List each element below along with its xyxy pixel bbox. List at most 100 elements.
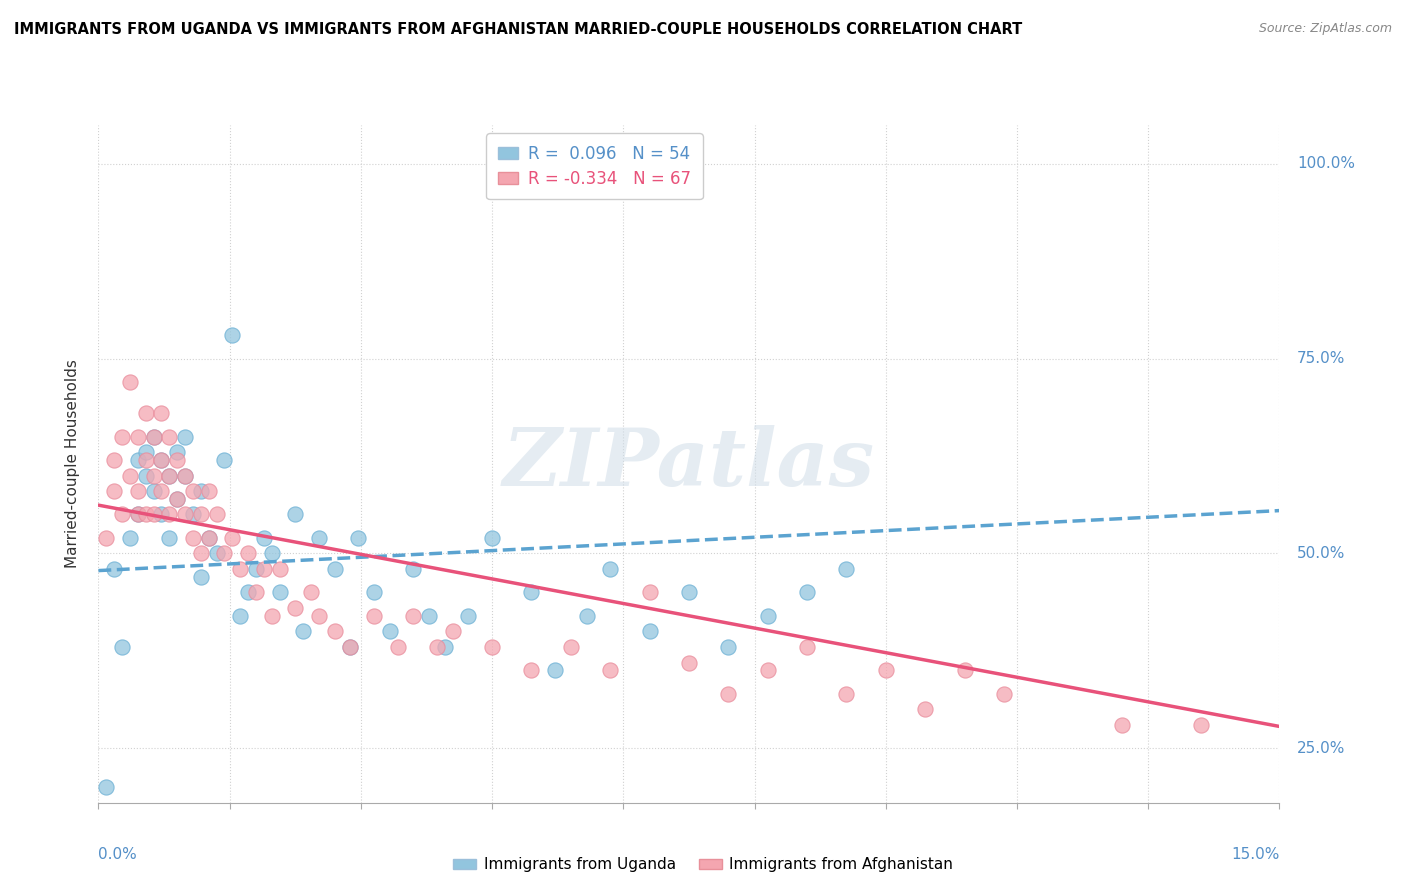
Point <box>150 508 173 522</box>
Y-axis label: Married-couple Households: Married-couple Households <box>65 359 80 568</box>
Point <box>190 508 212 522</box>
Point <box>174 508 197 522</box>
Text: 50.0%: 50.0% <box>1298 546 1346 561</box>
Point <box>363 608 385 623</box>
Point <box>127 508 149 522</box>
Point <box>433 640 456 654</box>
Point <box>339 640 361 654</box>
Point <box>142 508 165 522</box>
Point <box>457 608 479 623</box>
Point <box>402 608 425 623</box>
Point <box>166 453 188 467</box>
Point <box>363 585 385 599</box>
Point <box>197 531 219 545</box>
Point <box>229 562 252 576</box>
Point <box>339 640 361 654</box>
Point <box>142 468 165 483</box>
Point <box>150 453 173 467</box>
Point <box>269 562 291 576</box>
Point <box>914 702 936 716</box>
Point <box>835 562 858 576</box>
Point <box>292 624 315 639</box>
Point <box>190 546 212 560</box>
Point <box>284 601 307 615</box>
Point <box>1189 718 1212 732</box>
Point <box>157 468 180 483</box>
Point <box>127 453 149 467</box>
Point <box>756 608 779 623</box>
Legend: Immigrants from Uganda, Immigrants from Afghanistan: Immigrants from Uganda, Immigrants from … <box>446 849 960 880</box>
Point <box>378 624 401 639</box>
Point <box>103 484 125 499</box>
Point <box>993 687 1015 701</box>
Point <box>520 663 543 677</box>
Point <box>236 546 259 560</box>
Point <box>181 531 204 545</box>
Point <box>103 453 125 467</box>
Text: Source: ZipAtlas.com: Source: ZipAtlas.com <box>1258 22 1392 36</box>
Point <box>157 468 180 483</box>
Point <box>638 585 661 599</box>
Point <box>717 687 740 701</box>
Point <box>1111 718 1133 732</box>
Point <box>756 663 779 677</box>
Text: 75.0%: 75.0% <box>1298 351 1346 366</box>
Point <box>387 640 409 654</box>
Text: ZIPatlas: ZIPatlas <box>503 425 875 502</box>
Point <box>441 624 464 639</box>
Point <box>418 608 440 623</box>
Point <box>174 468 197 483</box>
Point <box>157 429 180 443</box>
Point <box>181 484 204 499</box>
Point <box>166 445 188 459</box>
Point <box>135 445 157 459</box>
Point <box>308 531 330 545</box>
Point <box>127 508 149 522</box>
Text: 25.0%: 25.0% <box>1298 740 1346 756</box>
Text: 15.0%: 15.0% <box>1232 847 1279 862</box>
Point <box>190 570 212 584</box>
Point <box>347 531 370 545</box>
Point <box>835 687 858 701</box>
Point <box>118 468 141 483</box>
Point <box>166 491 188 506</box>
Point <box>135 406 157 420</box>
Point <box>157 531 180 545</box>
Point <box>953 663 976 677</box>
Point <box>197 484 219 499</box>
Point <box>426 640 449 654</box>
Point <box>135 508 157 522</box>
Point <box>111 640 134 654</box>
Point <box>229 608 252 623</box>
Point <box>190 484 212 499</box>
Point <box>678 585 700 599</box>
Point <box>118 375 141 389</box>
Point <box>118 531 141 545</box>
Point <box>717 640 740 654</box>
Point <box>174 429 197 443</box>
Point <box>323 562 346 576</box>
Point <box>284 508 307 522</box>
Point <box>214 453 236 467</box>
Text: 100.0%: 100.0% <box>1298 156 1355 171</box>
Point <box>481 531 503 545</box>
Point <box>599 562 621 576</box>
Point <box>150 453 173 467</box>
Point <box>197 531 219 545</box>
Point <box>221 328 243 343</box>
Point <box>157 508 180 522</box>
Point <box>260 546 283 560</box>
Point <box>205 508 228 522</box>
Point <box>236 585 259 599</box>
Point <box>150 484 173 499</box>
Point <box>308 608 330 623</box>
Point <box>575 608 598 623</box>
Point <box>299 585 322 599</box>
Point <box>599 663 621 677</box>
Point <box>260 608 283 623</box>
Point <box>481 640 503 654</box>
Point <box>142 429 165 443</box>
Point <box>520 585 543 599</box>
Point <box>135 453 157 467</box>
Point <box>323 624 346 639</box>
